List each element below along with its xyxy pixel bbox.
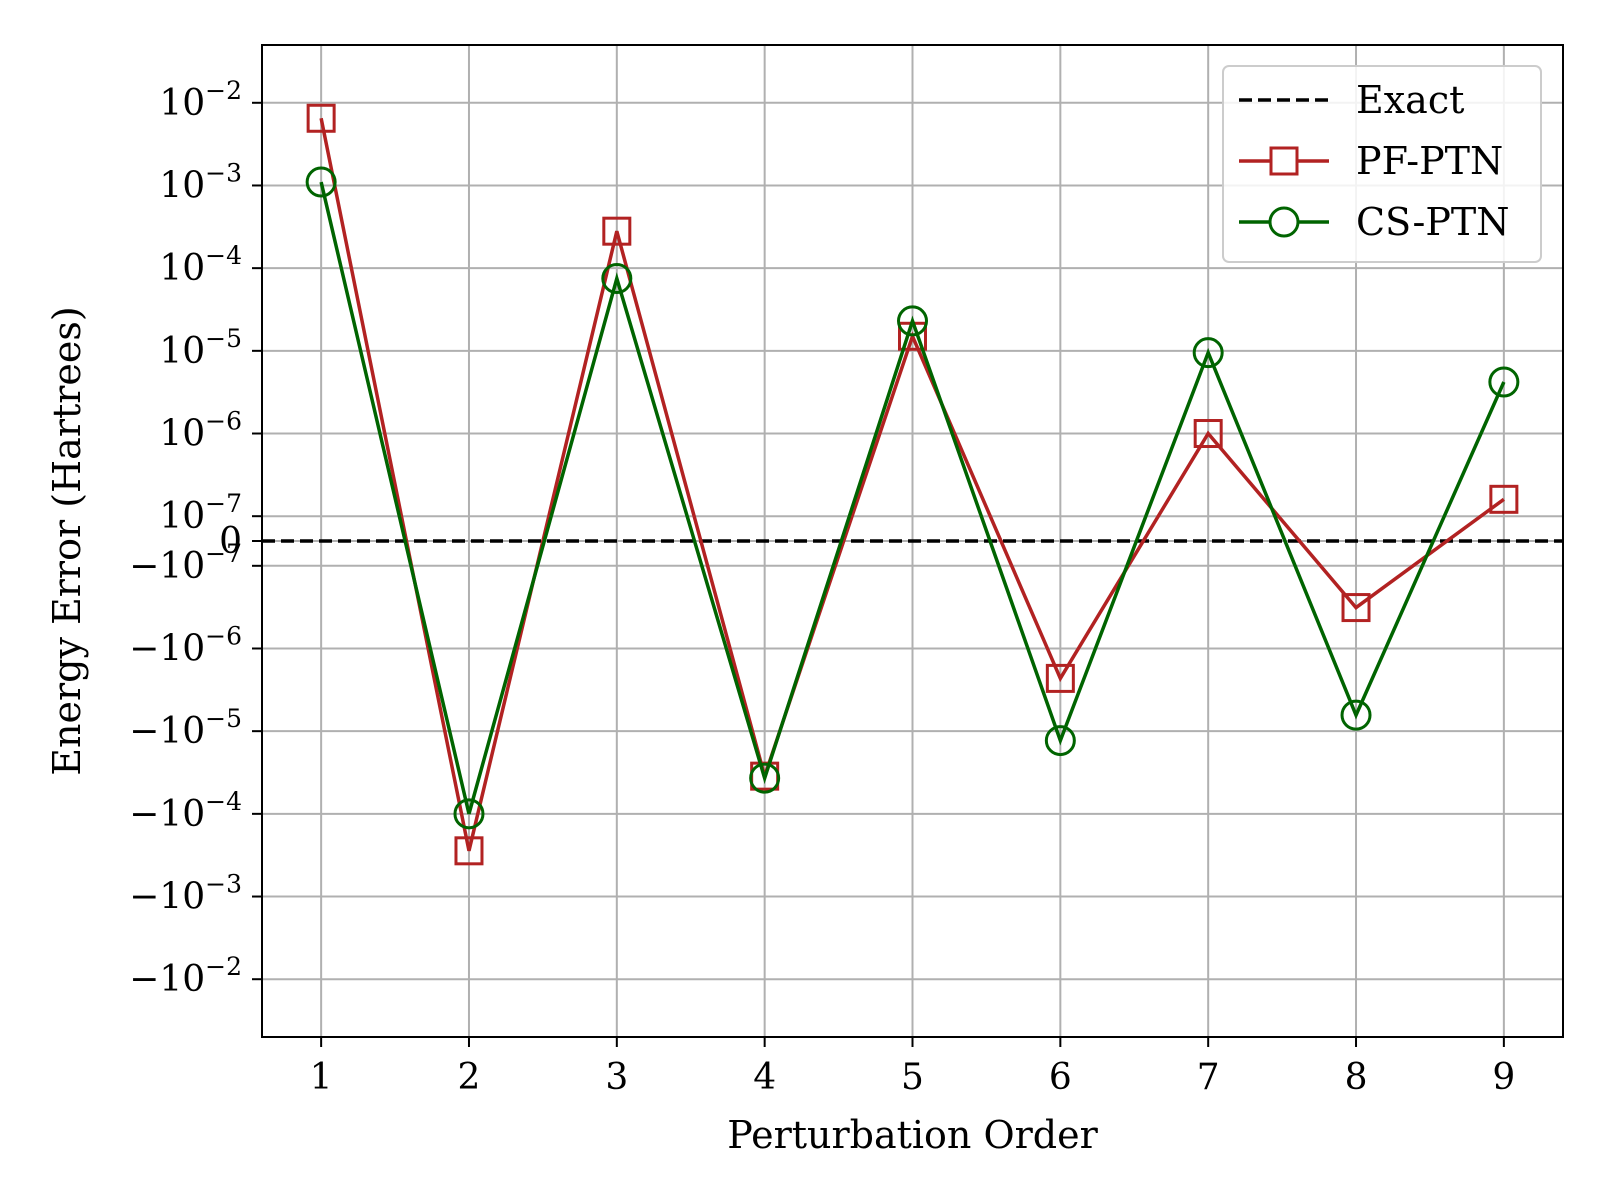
data-point-cs-ptn	[749, 762, 781, 794]
data-point-cs-ptn	[453, 798, 485, 830]
x-tick-label: 2	[458, 1057, 481, 1098]
data-point-pf-ptn	[1045, 663, 1075, 693]
data-point-pf-ptn	[454, 836, 484, 866]
data-point-pf-ptn	[1341, 593, 1371, 623]
legend-item-exact: Exact	[1239, 78, 1464, 122]
x-tick-label: 1	[310, 1057, 333, 1098]
axis-ticks: 1 2 3 4 5 6 7 8 9 10−2 10−3 10−4 10−5 10−6 10−70−10−7 −…	[129, 76, 1515, 1098]
data-point-pf-ptn	[1193, 419, 1223, 449]
y-tick-label: 10−4	[159, 241, 242, 289]
data-point-pf-ptn	[306, 103, 336, 133]
data-point-cs-ptn	[1044, 725, 1076, 757]
y-axis-label: Energy Error (Hartrees)	[45, 306, 89, 775]
x-tick-label: 4	[753, 1057, 776, 1098]
y-tick-label: 10−5	[159, 324, 242, 372]
y-tick-label: −10−4	[129, 787, 242, 835]
x-tick-label: 5	[901, 1057, 924, 1098]
y-tick-label: −10−2	[129, 952, 242, 1000]
data-point-cs-ptn	[1192, 337, 1224, 369]
y-tick-label: 10−2	[159, 76, 242, 124]
legend-item-cs-ptn: CS-PTN	[1239, 200, 1510, 244]
x-tick-label: 7	[1197, 1057, 1220, 1098]
x-tick-label: 6	[1049, 1057, 1072, 1098]
y-tick-label: −10−5	[129, 704, 242, 752]
legend: Exact PF-PTN CS-PTN	[1222, 65, 1542, 263]
data-point-cs-ptn	[1488, 366, 1520, 398]
y-tick-label: −10−7	[129, 539, 242, 587]
plot-series	[262, 103, 1563, 866]
legend-box	[1222, 65, 1542, 263]
x-tick-label: 8	[1345, 1057, 1368, 1098]
data-point-cs-ptn	[1340, 699, 1372, 731]
legend-label-cs-ptn: CS-PTN	[1356, 200, 1510, 244]
x-tick-label: 9	[1492, 1057, 1515, 1098]
data-point-cs-ptn	[601, 262, 633, 294]
series-line-cs-ptn	[319, 181, 1506, 815]
y-tick-label: 10−3	[159, 158, 242, 206]
x-axis-label: Perturbation Order	[727, 1113, 1098, 1157]
y-tick-label: 10−6	[159, 407, 242, 455]
legend-label-pf-ptn: PF-PTN	[1356, 139, 1503, 183]
data-point-cs-ptn	[897, 305, 928, 337]
data-point-pf-ptn	[1489, 484, 1519, 514]
series-cs-ptn	[305, 166, 1520, 830]
y-tick-label: 0	[219, 521, 242, 562]
data-point-cs-ptn	[305, 166, 337, 198]
y-tick-label: −10−3	[129, 870, 242, 918]
legend-marker-pf-ptn	[1269, 146, 1299, 176]
legend-label-exact: Exact	[1356, 78, 1464, 122]
y-tick-label: 10−7	[159, 489, 242, 537]
legend-marker-cs-ptn	[1268, 206, 1300, 238]
y-tick-label: −10−6	[129, 621, 242, 669]
x-tick-label: 3	[605, 1057, 628, 1098]
data-point-pf-ptn	[602, 216, 632, 246]
legend-item-pf-ptn: PF-PTN	[1239, 139, 1503, 183]
